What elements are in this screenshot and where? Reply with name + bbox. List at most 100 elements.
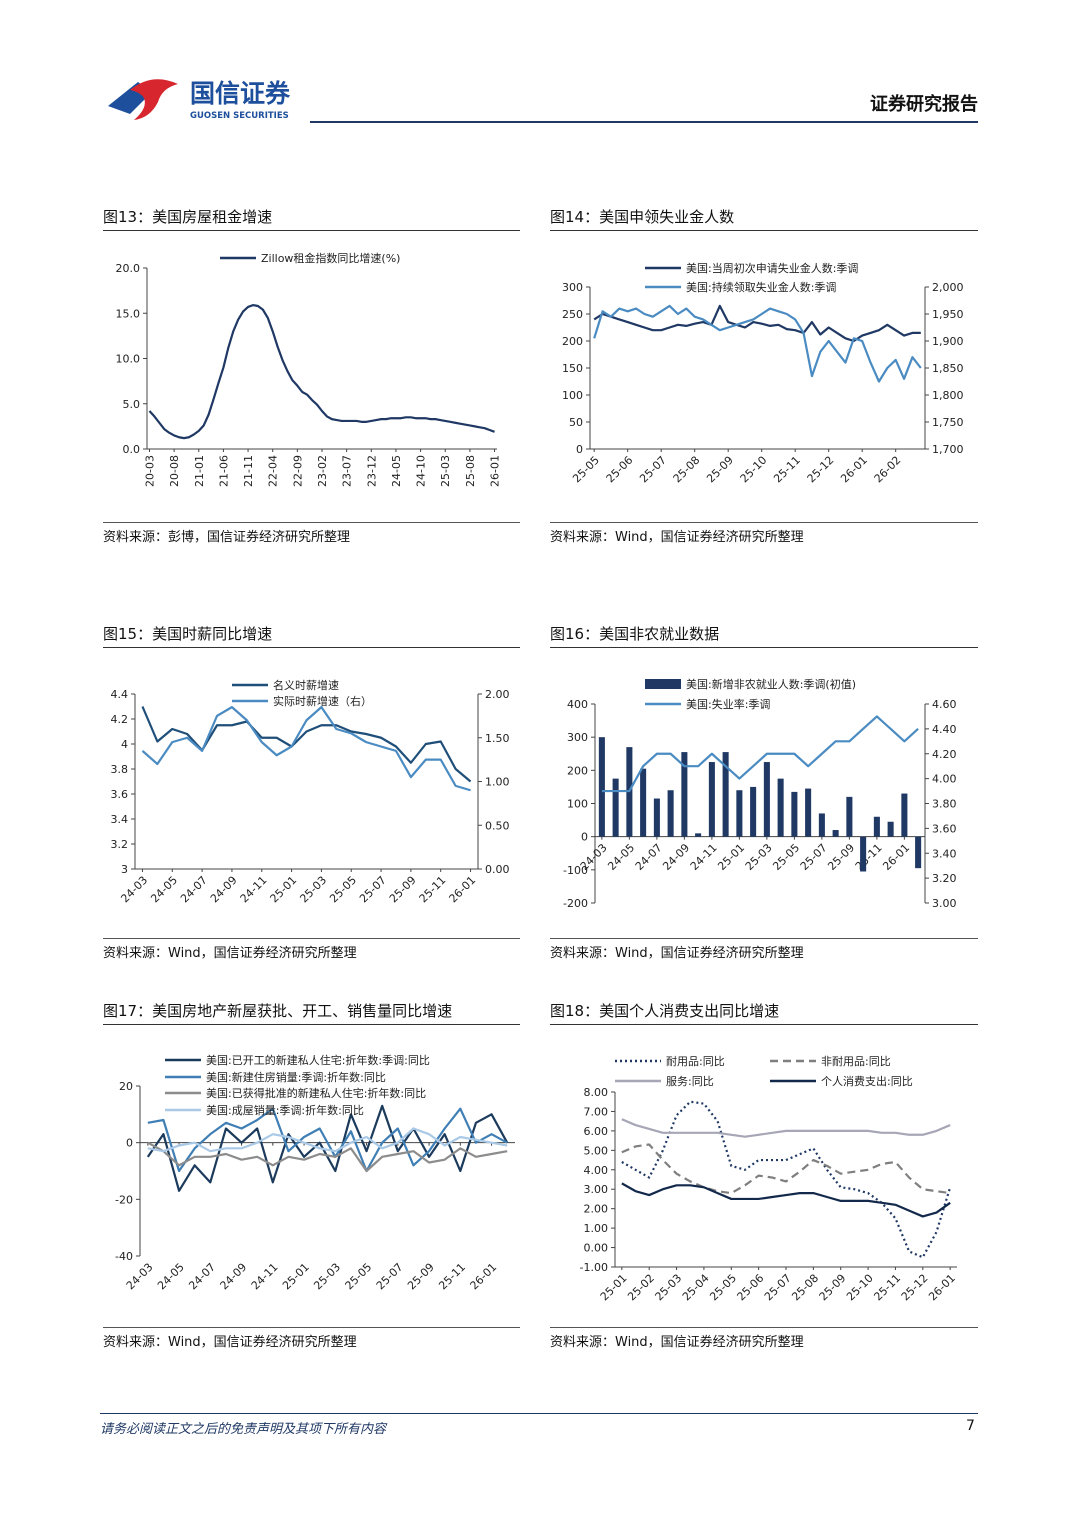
- series-line: [621, 1118, 951, 1138]
- x-tick-label: 26-01: [838, 454, 870, 486]
- x-tick-label: 26-01: [489, 455, 502, 487]
- series-line: [146, 1104, 509, 1192]
- legend-label: Zillow租金指数同比增速(%): [261, 251, 400, 265]
- y2-tick-label: 4.00: [932, 773, 957, 786]
- x-tick-label: 24-05: [605, 841, 637, 873]
- y2-tick-label: 3.00: [932, 897, 957, 910]
- figure-source: 资料来源：Wind，国信证券经济研究所整理: [550, 938, 978, 965]
- x-tick-label: 25-11: [771, 454, 803, 486]
- x-tick-label: 23-07: [341, 455, 354, 487]
- x-tick-label: 25-09: [704, 454, 736, 486]
- figure-source: 资料来源：Wind，国信证券经济研究所整理: [550, 522, 978, 549]
- legend-label: 个人消费支出:同比: [821, 1074, 913, 1088]
- y-tick-label: 100: [562, 389, 583, 402]
- series-line: [621, 1182, 951, 1218]
- x-tick-label: 25-03: [653, 1272, 685, 1304]
- y-tick-label: 10.0: [116, 353, 141, 366]
- bar: [750, 786, 757, 837]
- legend-swatch: [645, 679, 681, 689]
- bar: [667, 790, 674, 837]
- y-tick-label: 2.00: [584, 1203, 609, 1216]
- legend-label: 美国:已获得批准的新建私人住宅:折年数:同比: [206, 1086, 426, 1100]
- figure-title: 图14：美国申领失业金人数: [550, 204, 978, 231]
- header-rule: [310, 121, 978, 123]
- y-tick-label: 3.8: [111, 763, 129, 776]
- x-tick-label: 25-10: [738, 454, 770, 486]
- x-tick-label: 21-11: [242, 455, 255, 487]
- figure: 图16：美国非农就业数据 -200 -100 0 100 200 300 400 3.00 3.…: [550, 621, 978, 965]
- x-tick-label: 20-03: [143, 455, 156, 487]
- x-tick-label: 24-03: [118, 874, 150, 906]
- x-tick-label: 25-08: [671, 454, 703, 486]
- x-tick-label: 24-03: [578, 841, 610, 873]
- y-tick-label: 250: [562, 308, 583, 321]
- x-tick-label: 25-05: [707, 1272, 739, 1304]
- legend-label: 美国:已开工的新建私人住宅:折年数:季调:同比: [206, 1053, 430, 1067]
- figure: 图18：美国个人消费支出同比增速 -1.00 0.00 1.00 2.00 3.00 4.…: [550, 998, 978, 1354]
- x-tick-label: 25-05: [327, 874, 359, 906]
- y2-tick-label: 1,950: [932, 308, 964, 321]
- figure: 图14：美国申领失业金人数 0 50 100 150 200 250 300 1,700 1,7…: [550, 204, 978, 549]
- x-tick-label: 25-01: [598, 1272, 630, 1304]
- figure-source: 资料来源：彭博，国信证券经济研究所整理: [103, 522, 520, 549]
- x-tick-label: 26-01: [468, 1261, 500, 1293]
- bar: [818, 813, 825, 837]
- y-tick-label: 4.2: [111, 713, 129, 726]
- x-tick-label: 21-01: [193, 455, 206, 487]
- x-tick-label: 25-07: [357, 874, 389, 906]
- y-tick-label: 3.6: [111, 788, 129, 801]
- chart: 0.0 5.0 10.0 15.0 20.0 20-03 20-08 21-01 21-06 21…: [116, 251, 502, 487]
- bar: [832, 830, 839, 837]
- x-tick-label: 25-06: [604, 454, 636, 486]
- x-tick-label: 25-01: [715, 841, 747, 873]
- figure-title: 图13：美国房屋租金增速: [103, 204, 520, 231]
- x-tick-label: 25-07: [374, 1261, 406, 1293]
- figure-title: 图18：美国个人消费支出同比增速: [550, 998, 978, 1025]
- bar: [887, 821, 894, 837]
- y2-tick-label: 0.50: [485, 819, 510, 832]
- bar: [695, 833, 702, 837]
- x-tick-label: 24-10: [415, 455, 428, 487]
- x-tick-label: 25-01: [280, 1261, 312, 1293]
- x-tick-label: 26-02: [872, 454, 904, 486]
- series-line: [141, 706, 471, 792]
- x-tick-label: 23-12: [365, 455, 378, 487]
- x-tick-label: 25-03: [439, 455, 452, 487]
- y-tick-label: 3.2: [111, 838, 129, 851]
- legend-label: 耐用品:同比: [666, 1055, 725, 1068]
- x-tick-label: 25-09: [387, 874, 419, 906]
- y-tick-label: 300: [562, 281, 583, 294]
- y-tick-label: 8.00: [584, 1086, 609, 1099]
- y2-tick-label: 3.40: [932, 847, 957, 860]
- y2-tick-label: 4.20: [932, 748, 957, 761]
- y-tick-label: 6.00: [584, 1125, 609, 1138]
- y2-tick-label: 2,000: [932, 281, 964, 294]
- figure-title: 图15：美国时薪同比增速: [103, 621, 520, 648]
- x-tick-label: 25-01: [268, 874, 300, 906]
- x-tick-label: 26-01: [880, 841, 912, 873]
- y-tick-label: 1.00: [584, 1222, 609, 1235]
- legend-label: 实际时薪增速（右）: [273, 694, 372, 708]
- x-tick-label: 25-11: [436, 1261, 468, 1293]
- y-tick-label: 7.00: [584, 1105, 609, 1118]
- legend-label: 美国:新增非农就业人数:季调(初值): [686, 677, 856, 691]
- bar: [763, 762, 770, 837]
- y-tick-label: 50: [569, 416, 583, 429]
- x-tick-label: 24-09: [208, 874, 240, 906]
- x-tick-label: 25-07: [762, 1272, 794, 1304]
- y-tick-label: 5.0: [123, 398, 141, 411]
- x-tick-label: 24-05: [148, 874, 180, 906]
- x-tick-label: 25-09: [817, 1272, 849, 1304]
- bar: [846, 796, 853, 837]
- series-line: [621, 1100, 952, 1259]
- figure: 图15：美国时薪同比增速 3 3.2 3.4 3.6 3.8 4 4.2 4.4 0.00 0.5…: [103, 621, 520, 965]
- bar: [915, 836, 922, 869]
- x-tick-label: 24-05: [390, 455, 403, 487]
- logo-en: GUOSEN SECURITIES: [190, 111, 289, 121]
- bar: [791, 791, 798, 837]
- x-tick-label: 24-07: [186, 1261, 218, 1293]
- y-tick-label: 4.4: [111, 688, 129, 701]
- y-tick-label: 5.00: [584, 1144, 609, 1157]
- bar: [612, 778, 619, 837]
